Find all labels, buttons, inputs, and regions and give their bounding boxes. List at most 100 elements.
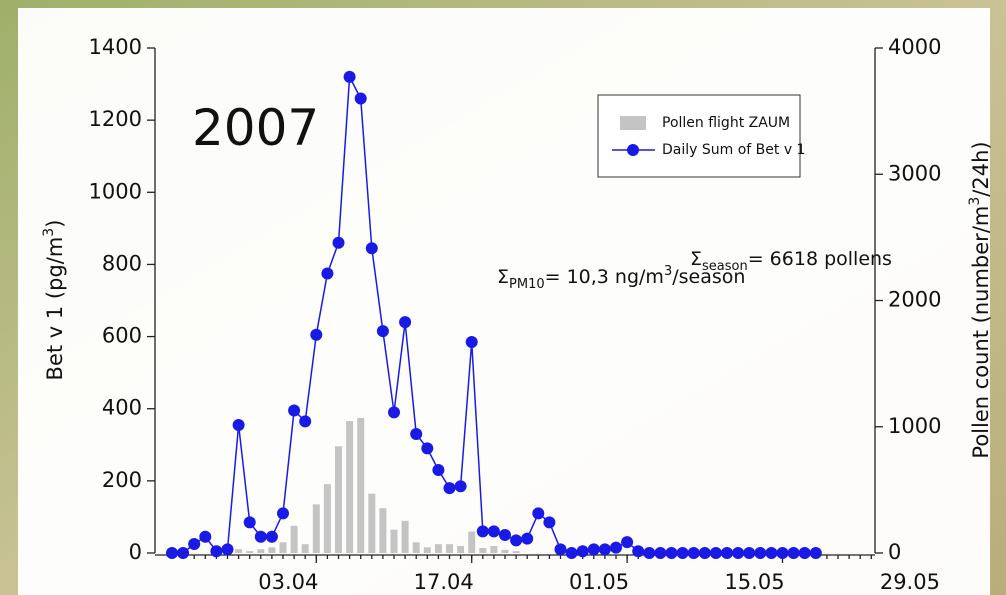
bar [468, 531, 476, 553]
marker [376, 325, 389, 338]
marker [254, 530, 267, 543]
y2-tick-label: 1000 [888, 414, 941, 438]
bar [479, 547, 487, 553]
bar [246, 551, 254, 553]
marker [743, 547, 756, 559]
marker [610, 541, 622, 554]
legend-swatch [620, 116, 646, 130]
marker [265, 530, 278, 543]
marker [310, 328, 323, 341]
marker [421, 442, 434, 455]
bar [312, 504, 320, 553]
marker [732, 547, 745, 559]
marker [765, 547, 778, 559]
marker [365, 242, 378, 255]
sigma: Σ [690, 248, 702, 270]
marker [443, 482, 456, 495]
marker [698, 547, 711, 559]
bar [434, 544, 442, 553]
marker [554, 543, 567, 556]
label-tail: ) [43, 220, 67, 228]
marker [465, 335, 478, 348]
marker [521, 532, 534, 545]
marker [166, 547, 178, 559]
subscript: PM10 [509, 277, 545, 292]
marker [787, 547, 800, 559]
chart-panel [18, 8, 990, 595]
label-tail: /24h) [969, 141, 993, 196]
bar [401, 520, 409, 553]
superscript: 3 [41, 228, 57, 237]
marker [354, 92, 367, 105]
marker [177, 547, 190, 559]
bar [512, 551, 520, 553]
superscript: 3 [664, 264, 672, 279]
legend-label: Daily Sum of Bet v 1 [662, 142, 805, 158]
y-tick-label: 1000 [89, 179, 142, 203]
marker [665, 547, 678, 559]
marker [410, 427, 423, 440]
legend-box [597, 94, 801, 178]
y-tick-label: 400 [102, 396, 142, 420]
marker [499, 528, 511, 541]
y2-tick-label: 3000 [888, 161, 941, 185]
bar [290, 525, 298, 553]
bar [323, 484, 331, 553]
sigma: Σ [497, 266, 509, 288]
marker [454, 480, 467, 493]
pm10-text: = 10,3 ng/m [545, 266, 664, 288]
marker [776, 547, 789, 559]
bar [446, 544, 453, 553]
bar [368, 493, 376, 553]
marker [565, 547, 578, 559]
marker [476, 525, 489, 538]
marker [754, 547, 767, 559]
y2-axis-label: Pollen count (number/m3/24h) [967, 141, 993, 458]
pm10-annotation: ΣPM10= 10,3 ng/m3/season [497, 264, 745, 292]
season-annotation: Σseason= 6618 pollens [690, 248, 892, 274]
marker [632, 545, 645, 558]
marker [643, 547, 656, 559]
subscript: season [702, 259, 748, 274]
y-tick-label: 1400 [89, 35, 142, 59]
bar [501, 549, 509, 553]
marker [798, 547, 811, 559]
bar [390, 529, 398, 553]
marker [243, 516, 256, 529]
bar [335, 446, 342, 553]
y-tick-label: 200 [102, 468, 142, 492]
bar [301, 544, 309, 553]
marker [277, 507, 289, 520]
marker [288, 404, 301, 417]
marker [598, 543, 611, 556]
year-annotation: 2007 [192, 99, 319, 157]
marker [676, 547, 689, 559]
marker [399, 316, 412, 329]
marker [543, 516, 556, 529]
bar [257, 549, 265, 553]
bar [423, 547, 431, 553]
marker [388, 406, 400, 419]
season-text: = 6618 pollens [748, 248, 892, 270]
bar [357, 417, 365, 553]
marker [687, 547, 700, 559]
marker [432, 464, 445, 477]
marker [332, 236, 345, 249]
label-text: Bet v 1 (pg/m [43, 237, 67, 381]
bar [379, 508, 387, 553]
marker [199, 530, 212, 543]
bar [279, 542, 287, 553]
bar [412, 542, 420, 553]
bar [235, 549, 243, 553]
x-tick-label: 17.04 [414, 570, 474, 594]
marker [709, 547, 722, 559]
marker [343, 70, 356, 83]
label-text: Pollen count (number/m [969, 206, 993, 459]
y-tick-label: 800 [102, 251, 142, 275]
marker [721, 547, 733, 559]
legend-marker [627, 144, 639, 156]
y-tick-label: 600 [102, 324, 142, 348]
marker [210, 545, 223, 558]
